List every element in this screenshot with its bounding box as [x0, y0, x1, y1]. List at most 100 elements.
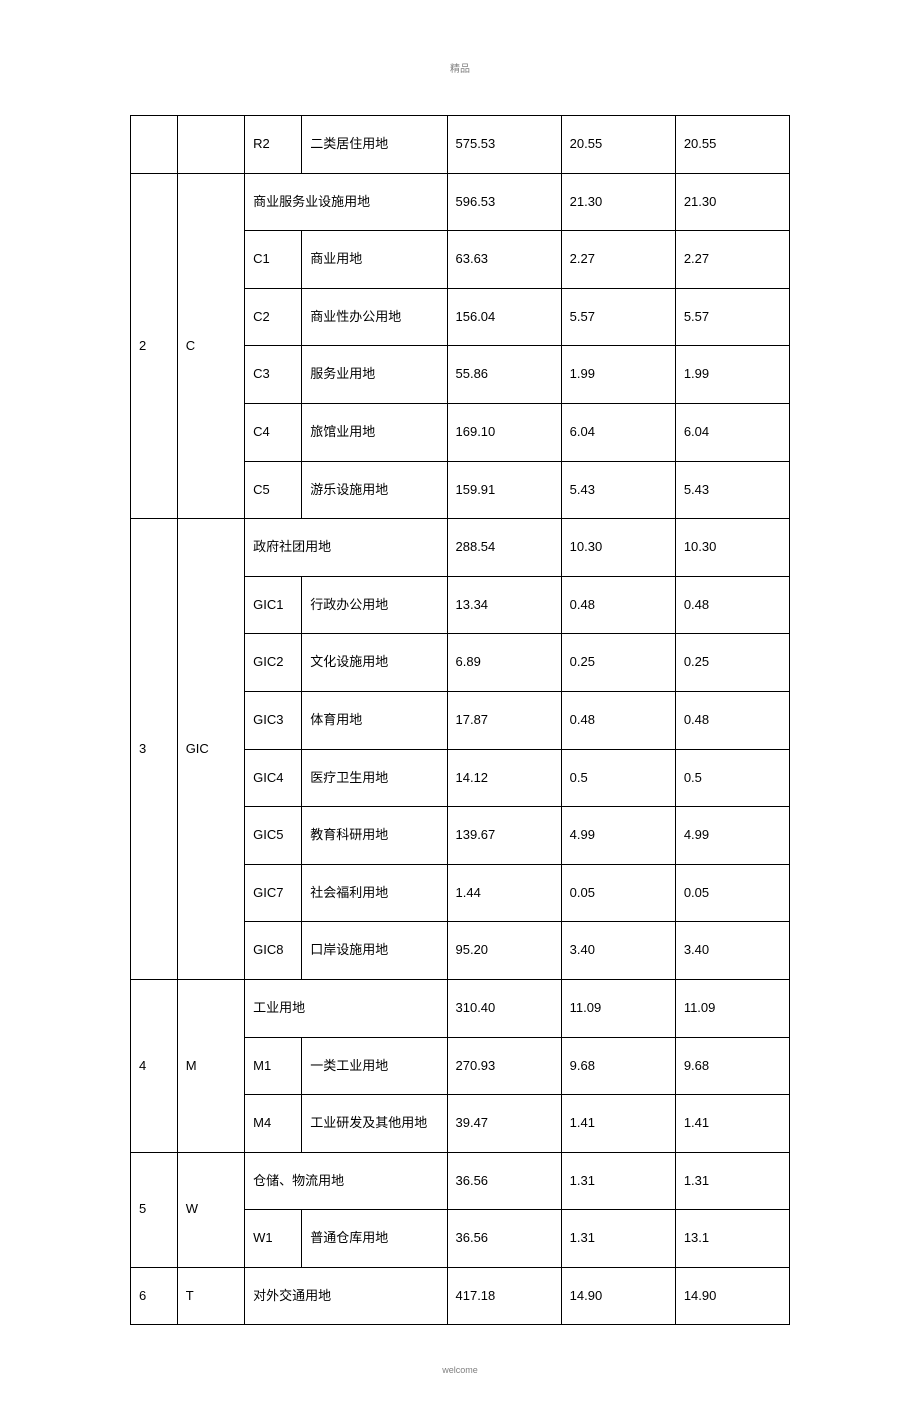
cell-value-b: 10.30: [561, 519, 675, 577]
cell-subname: 医疗卫生用地: [302, 749, 447, 807]
cell-category-name: 工业用地: [245, 979, 447, 1037]
cell-subcode: C4: [245, 403, 302, 461]
cell-value-b: 21.30: [561, 173, 675, 231]
cell-value-b: 14.90: [561, 1267, 675, 1325]
cell-value-c: 3.40: [675, 922, 789, 980]
cell-subname: 旅馆业用地: [302, 403, 447, 461]
cell-category-name: 对外交通用地: [245, 1267, 447, 1325]
cell-category-code: M: [177, 979, 244, 1152]
cell-subname: 普通仓库用地: [302, 1210, 447, 1268]
cell-value-c: 0.48: [675, 576, 789, 634]
cell-value-a: 14.12: [447, 749, 561, 807]
cell-subcode: GIC3: [245, 691, 302, 749]
page-container: 精品 R2二类居住用地575.5320.5520.552C商业服务业设施用地59…: [0, 0, 920, 1415]
cell-value-b: 2.27: [561, 231, 675, 289]
cell-value-c: 0.48: [675, 691, 789, 749]
cell-subcode: GIC8: [245, 922, 302, 980]
cell-value-a: 13.34: [447, 576, 561, 634]
cell-value-a: 139.67: [447, 807, 561, 865]
cell-value-a: 36.56: [447, 1210, 561, 1268]
cell-category-code: T: [177, 1267, 244, 1325]
cell-value-b: 5.43: [561, 461, 675, 519]
land-use-table: R2二类居住用地575.5320.5520.552C商业服务业设施用地596.5…: [130, 115, 790, 1325]
cell-value-c: 4.99: [675, 807, 789, 865]
cell-value-a: 310.40: [447, 979, 561, 1037]
cell-index: 3: [131, 519, 178, 980]
cell-value-b: 20.55: [561, 116, 675, 174]
cell-subname: 二类居住用地: [302, 116, 447, 174]
cell-category-name: 商业服务业设施用地: [245, 173, 447, 231]
cell-value-a: 55.86: [447, 346, 561, 404]
cell-subcode: GIC4: [245, 749, 302, 807]
cell-subcode: C2: [245, 288, 302, 346]
cell-value-b: 5.57: [561, 288, 675, 346]
cell-value-c: 11.09: [675, 979, 789, 1037]
cell-value-c: 1.31: [675, 1152, 789, 1210]
cell-subname: 教育科研用地: [302, 807, 447, 865]
cell-value-a: 575.53: [447, 116, 561, 174]
cell-category-code: [177, 116, 244, 174]
page-header: 精品: [130, 60, 790, 75]
cell-subcode: C3: [245, 346, 302, 404]
cell-subname: 体育用地: [302, 691, 447, 749]
cell-category-name: 政府社团用地: [245, 519, 447, 577]
cell-value-a: 17.87: [447, 691, 561, 749]
cell-subname: 文化设施用地: [302, 634, 447, 692]
cell-subcode: GIC5: [245, 807, 302, 865]
cell-value-c: 21.30: [675, 173, 789, 231]
cell-subname: 游乐设施用地: [302, 461, 447, 519]
cell-value-a: 156.04: [447, 288, 561, 346]
cell-subcode: M1: [245, 1037, 302, 1095]
cell-value-a: 39.47: [447, 1095, 561, 1153]
cell-subcode: GIC1: [245, 576, 302, 634]
cell-value-a: 288.54: [447, 519, 561, 577]
cell-subname: 口岸设施用地: [302, 922, 447, 980]
table-row: 4M工业用地310.4011.0911.09: [131, 979, 790, 1037]
cell-value-b: 1.31: [561, 1210, 675, 1268]
cell-subcode: C5: [245, 461, 302, 519]
cell-value-a: 95.20: [447, 922, 561, 980]
cell-subcode: C1: [245, 231, 302, 289]
cell-value-c: 6.04: [675, 403, 789, 461]
cell-category-code: C: [177, 173, 244, 519]
cell-value-c: 10.30: [675, 519, 789, 577]
cell-subname: 商业性办公用地: [302, 288, 447, 346]
cell-subname: 服务业用地: [302, 346, 447, 404]
cell-value-c: 9.68: [675, 1037, 789, 1095]
table-row: 3GIC政府社团用地288.5410.3010.30: [131, 519, 790, 577]
cell-value-c: 5.43: [675, 461, 789, 519]
cell-category-code: GIC: [177, 519, 244, 980]
cell-value-a: 417.18: [447, 1267, 561, 1325]
cell-value-b: 6.04: [561, 403, 675, 461]
page-footer: welcome: [130, 1365, 790, 1375]
cell-value-a: 6.89: [447, 634, 561, 692]
cell-index: 2: [131, 173, 178, 519]
table-row: 6T对外交通用地417.1814.9014.90: [131, 1267, 790, 1325]
cell-value-b: 0.5: [561, 749, 675, 807]
cell-index: 4: [131, 979, 178, 1152]
cell-value-a: 159.91: [447, 461, 561, 519]
table-row: 2C商业服务业设施用地596.5321.3021.30: [131, 173, 790, 231]
table-row: R2二类居住用地575.5320.5520.55: [131, 116, 790, 174]
cell-value-b: 3.40: [561, 922, 675, 980]
cell-value-c: 0.5: [675, 749, 789, 807]
cell-value-b: 0.48: [561, 576, 675, 634]
cell-value-b: 11.09: [561, 979, 675, 1037]
cell-subcode: GIC7: [245, 864, 302, 922]
cell-value-c: 0.05: [675, 864, 789, 922]
cell-value-a: 596.53: [447, 173, 561, 231]
cell-value-a: 63.63: [447, 231, 561, 289]
cell-value-c: 0.25: [675, 634, 789, 692]
cell-index: 5: [131, 1152, 178, 1267]
cell-subcode: GIC2: [245, 634, 302, 692]
cell-value-a: 1.44: [447, 864, 561, 922]
cell-subname: 工业研发及其他用地: [302, 1095, 447, 1153]
cell-value-b: 4.99: [561, 807, 675, 865]
cell-value-c: 5.57: [675, 288, 789, 346]
cell-value-b: 0.25: [561, 634, 675, 692]
cell-category-name: 仓储、物流用地: [245, 1152, 447, 1210]
cell-value-c: 20.55: [675, 116, 789, 174]
cell-subname: 行政办公用地: [302, 576, 447, 634]
cell-value-a: 169.10: [447, 403, 561, 461]
cell-subname: 社会福利用地: [302, 864, 447, 922]
